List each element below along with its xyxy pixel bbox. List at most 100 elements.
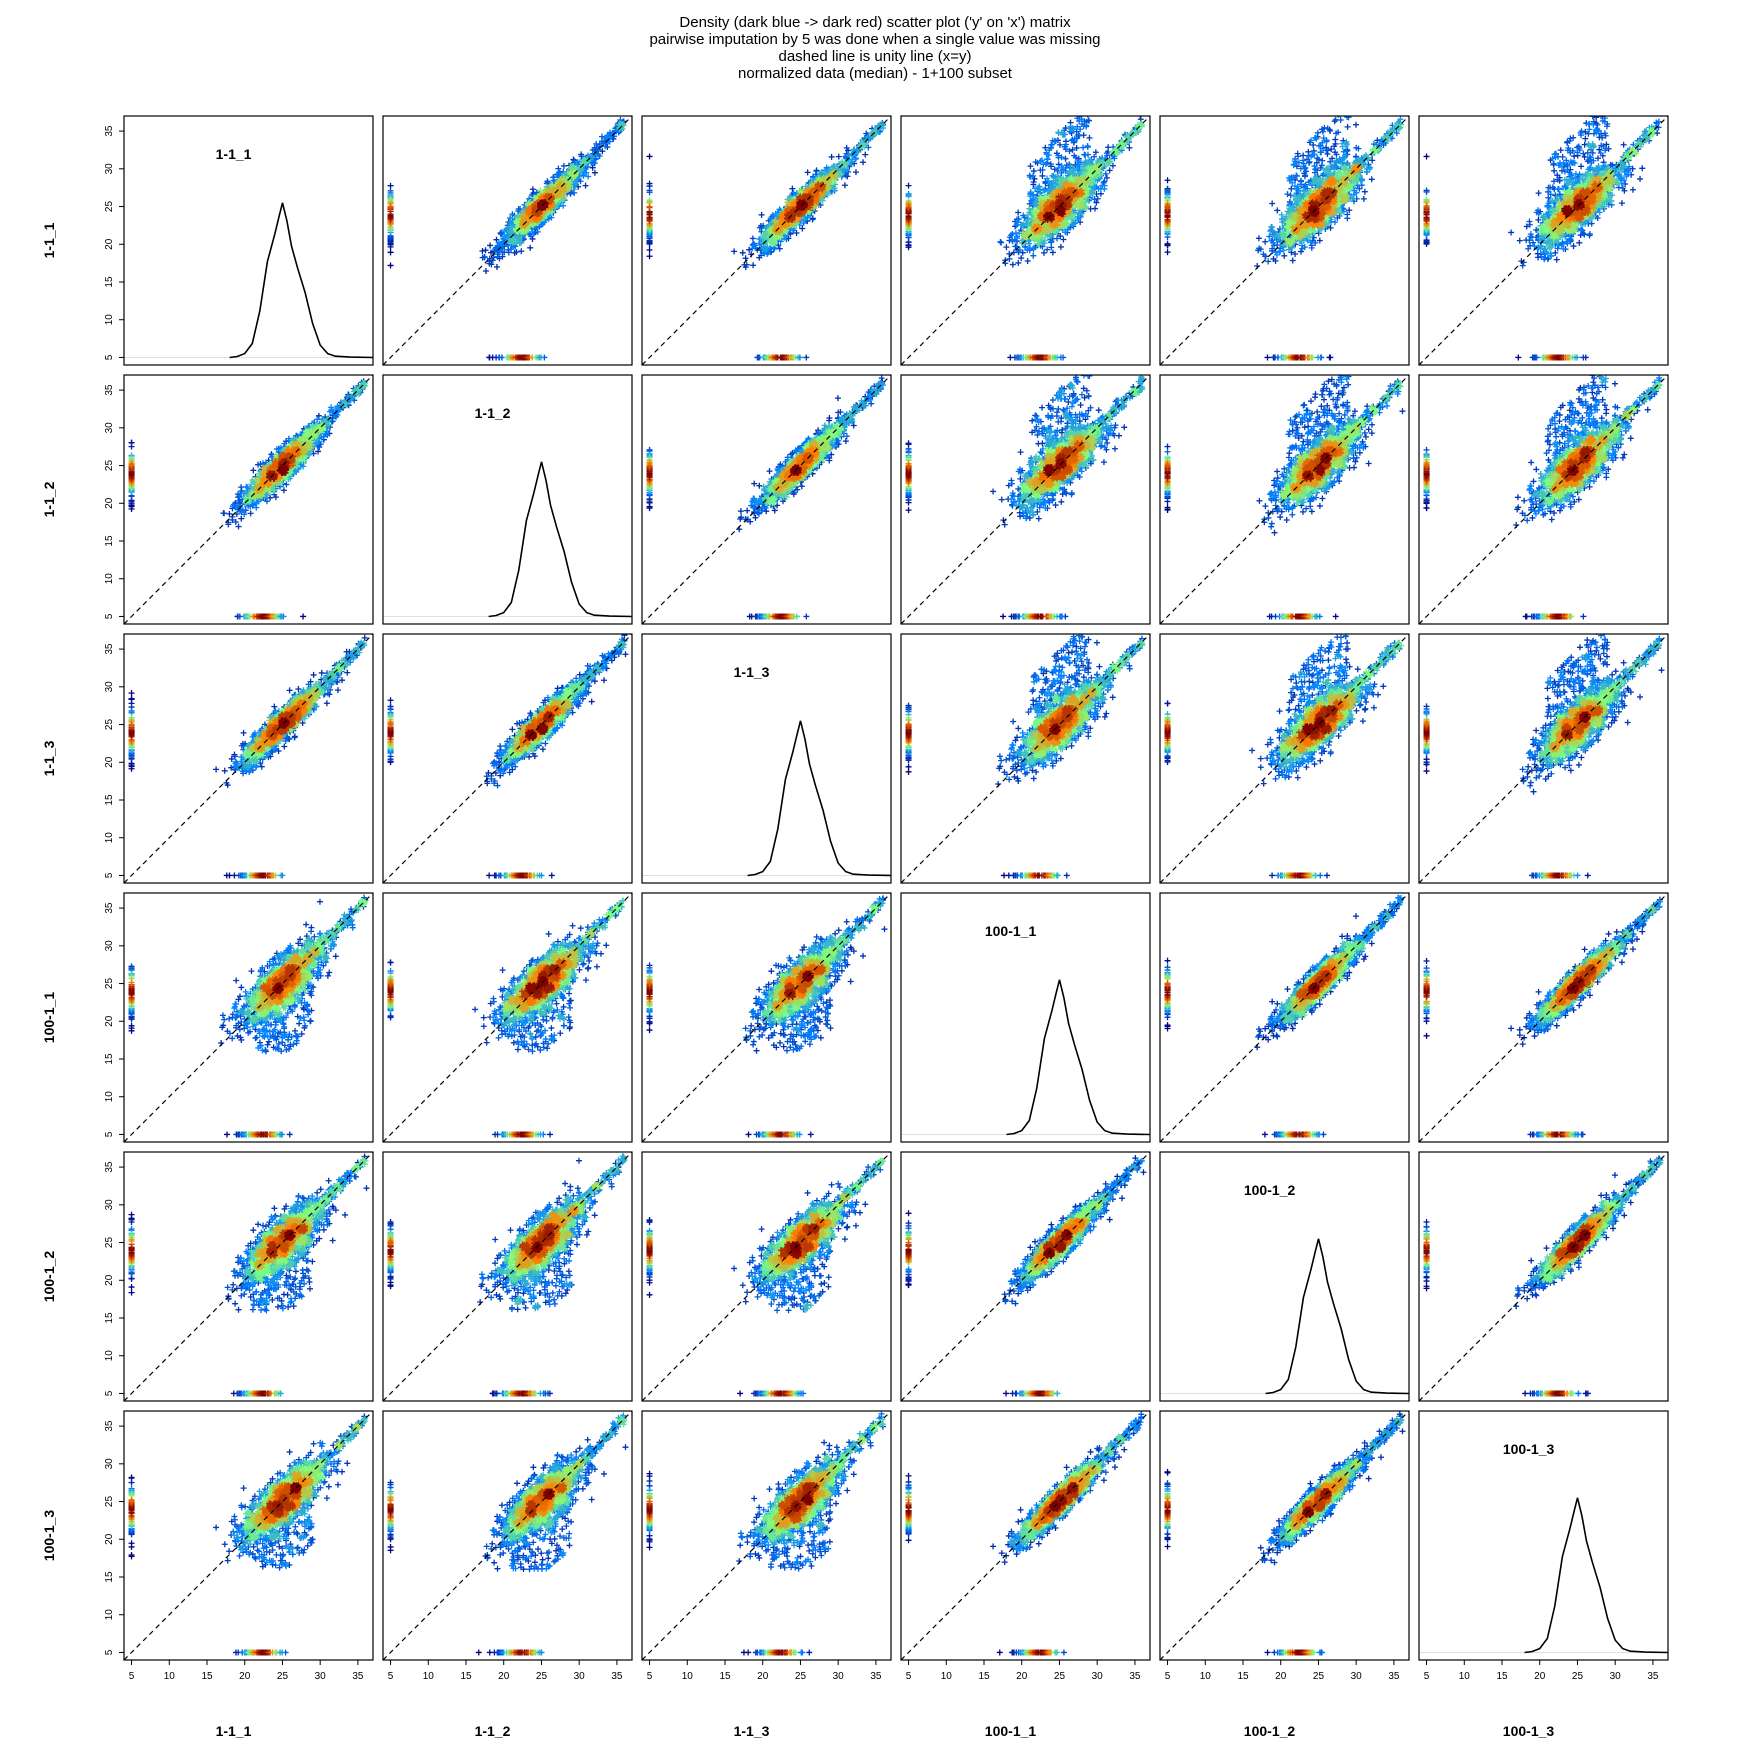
data-point (775, 242, 782, 249)
panel-frame (641, 115, 892, 366)
data-point (1054, 168, 1061, 175)
imputed-point (387, 203, 394, 210)
data-point (813, 167, 820, 174)
data-point (1012, 223, 1019, 230)
data-point (1126, 144, 1133, 151)
data-point (774, 213, 781, 220)
data-point (1030, 168, 1037, 175)
data-point (544, 178, 551, 185)
data-point (528, 233, 535, 240)
data-point (609, 135, 616, 142)
y-tick-label: 5 (104, 354, 115, 360)
data-point (1074, 158, 1081, 165)
data-point (1056, 141, 1063, 148)
data-point (479, 254, 486, 261)
data-point (1058, 162, 1065, 169)
data-point (1102, 170, 1109, 177)
imputed-point (803, 354, 810, 361)
data-point (1106, 158, 1113, 165)
data-point (490, 254, 497, 261)
imputed-point (646, 189, 653, 196)
data-point (513, 249, 520, 256)
data-point (1093, 199, 1100, 206)
data-point (799, 225, 806, 232)
imputed-point (537, 354, 544, 361)
data-point (1030, 208, 1037, 215)
data-point (837, 171, 844, 178)
imputed-point (387, 249, 394, 256)
data-point (739, 249, 746, 256)
data-point (789, 185, 796, 192)
data-point (1074, 123, 1081, 130)
y-tick-label: 10 (104, 314, 115, 326)
data-point (577, 178, 584, 185)
data-point (488, 261, 495, 268)
data-point (1132, 128, 1139, 135)
data-point (997, 238, 1004, 245)
data-point (1015, 209, 1022, 216)
data-point (876, 128, 883, 135)
data-point (1076, 118, 1083, 125)
data-point (1067, 123, 1074, 130)
data-point (1110, 153, 1117, 160)
data-point (1073, 144, 1080, 151)
data-point (569, 163, 576, 170)
y-tick-label: 30 (104, 163, 115, 175)
data-point (772, 210, 779, 217)
data-point (1049, 183, 1056, 190)
y-tick-label: 35 (104, 125, 115, 137)
data-point (1040, 249, 1047, 256)
data-point (1080, 166, 1087, 173)
data-point (514, 212, 521, 219)
imputed-point (646, 253, 653, 260)
data-point (527, 244, 534, 251)
data-point (1074, 213, 1081, 220)
data-point (489, 257, 496, 264)
data-point (749, 242, 756, 249)
data-point (600, 139, 607, 146)
data-point (1055, 164, 1062, 171)
diagonal-label: 1-1_1 (216, 146, 252, 162)
data-point (797, 187, 804, 194)
y-tick-label: 25 (104, 201, 115, 213)
data-point (1066, 148, 1073, 155)
data-point (787, 193, 794, 200)
data-point (1012, 230, 1019, 237)
data-point (1014, 246, 1021, 253)
data-point (1078, 108, 1084, 114)
data-point (512, 238, 519, 245)
data-point (1015, 259, 1022, 266)
imputed-point (646, 203, 653, 210)
data-point (1018, 228, 1025, 235)
data-point (555, 165, 562, 172)
data-point (1042, 178, 1049, 185)
data-point (509, 211, 516, 218)
data-point (1034, 185, 1041, 192)
data-point (518, 248, 525, 255)
data-point (599, 148, 606, 155)
data-point (1138, 122, 1145, 129)
data-point (1096, 167, 1103, 174)
data-point (1072, 154, 1079, 161)
data-point (1013, 222, 1020, 229)
data-point (1052, 138, 1059, 145)
chart-title: Density (dark blue -> dark red) scatter … (0, 14, 1750, 82)
unity-line (383, 116, 632, 365)
data-point (1044, 246, 1051, 253)
data-point (746, 246, 753, 253)
data-point (1018, 255, 1025, 262)
data-point (843, 144, 850, 151)
data-point (1060, 236, 1067, 243)
data-point (1060, 175, 1067, 182)
data-point (492, 246, 499, 253)
data-point (1137, 116, 1144, 119)
scatter-points (479, 116, 627, 275)
data-point (1028, 197, 1035, 204)
data-point (1042, 161, 1049, 168)
data-point (482, 268, 489, 275)
row-label: 1-1_1 (41, 222, 57, 258)
data-point (749, 235, 756, 242)
data-point (860, 159, 867, 166)
data-point (835, 153, 842, 160)
